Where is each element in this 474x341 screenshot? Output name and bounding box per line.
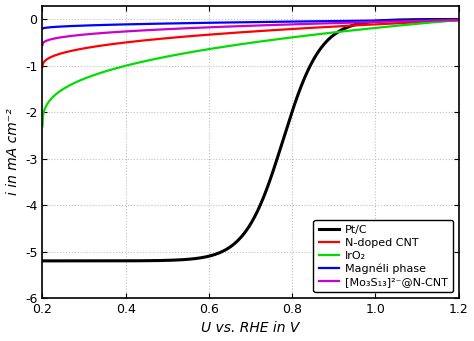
- X-axis label: U vs. RHE in V: U vs. RHE in V: [201, 322, 300, 336]
- Legend: Pt/C, N-doped CNT, IrO₂, Magnéli phase, [Mo₃S₁₃]²⁻@N-CNT: Pt/C, N-doped CNT, IrO₂, Magnéli phase, …: [313, 220, 453, 293]
- Y-axis label: i in mA cm⁻²: i in mA cm⁻²: [6, 108, 19, 195]
